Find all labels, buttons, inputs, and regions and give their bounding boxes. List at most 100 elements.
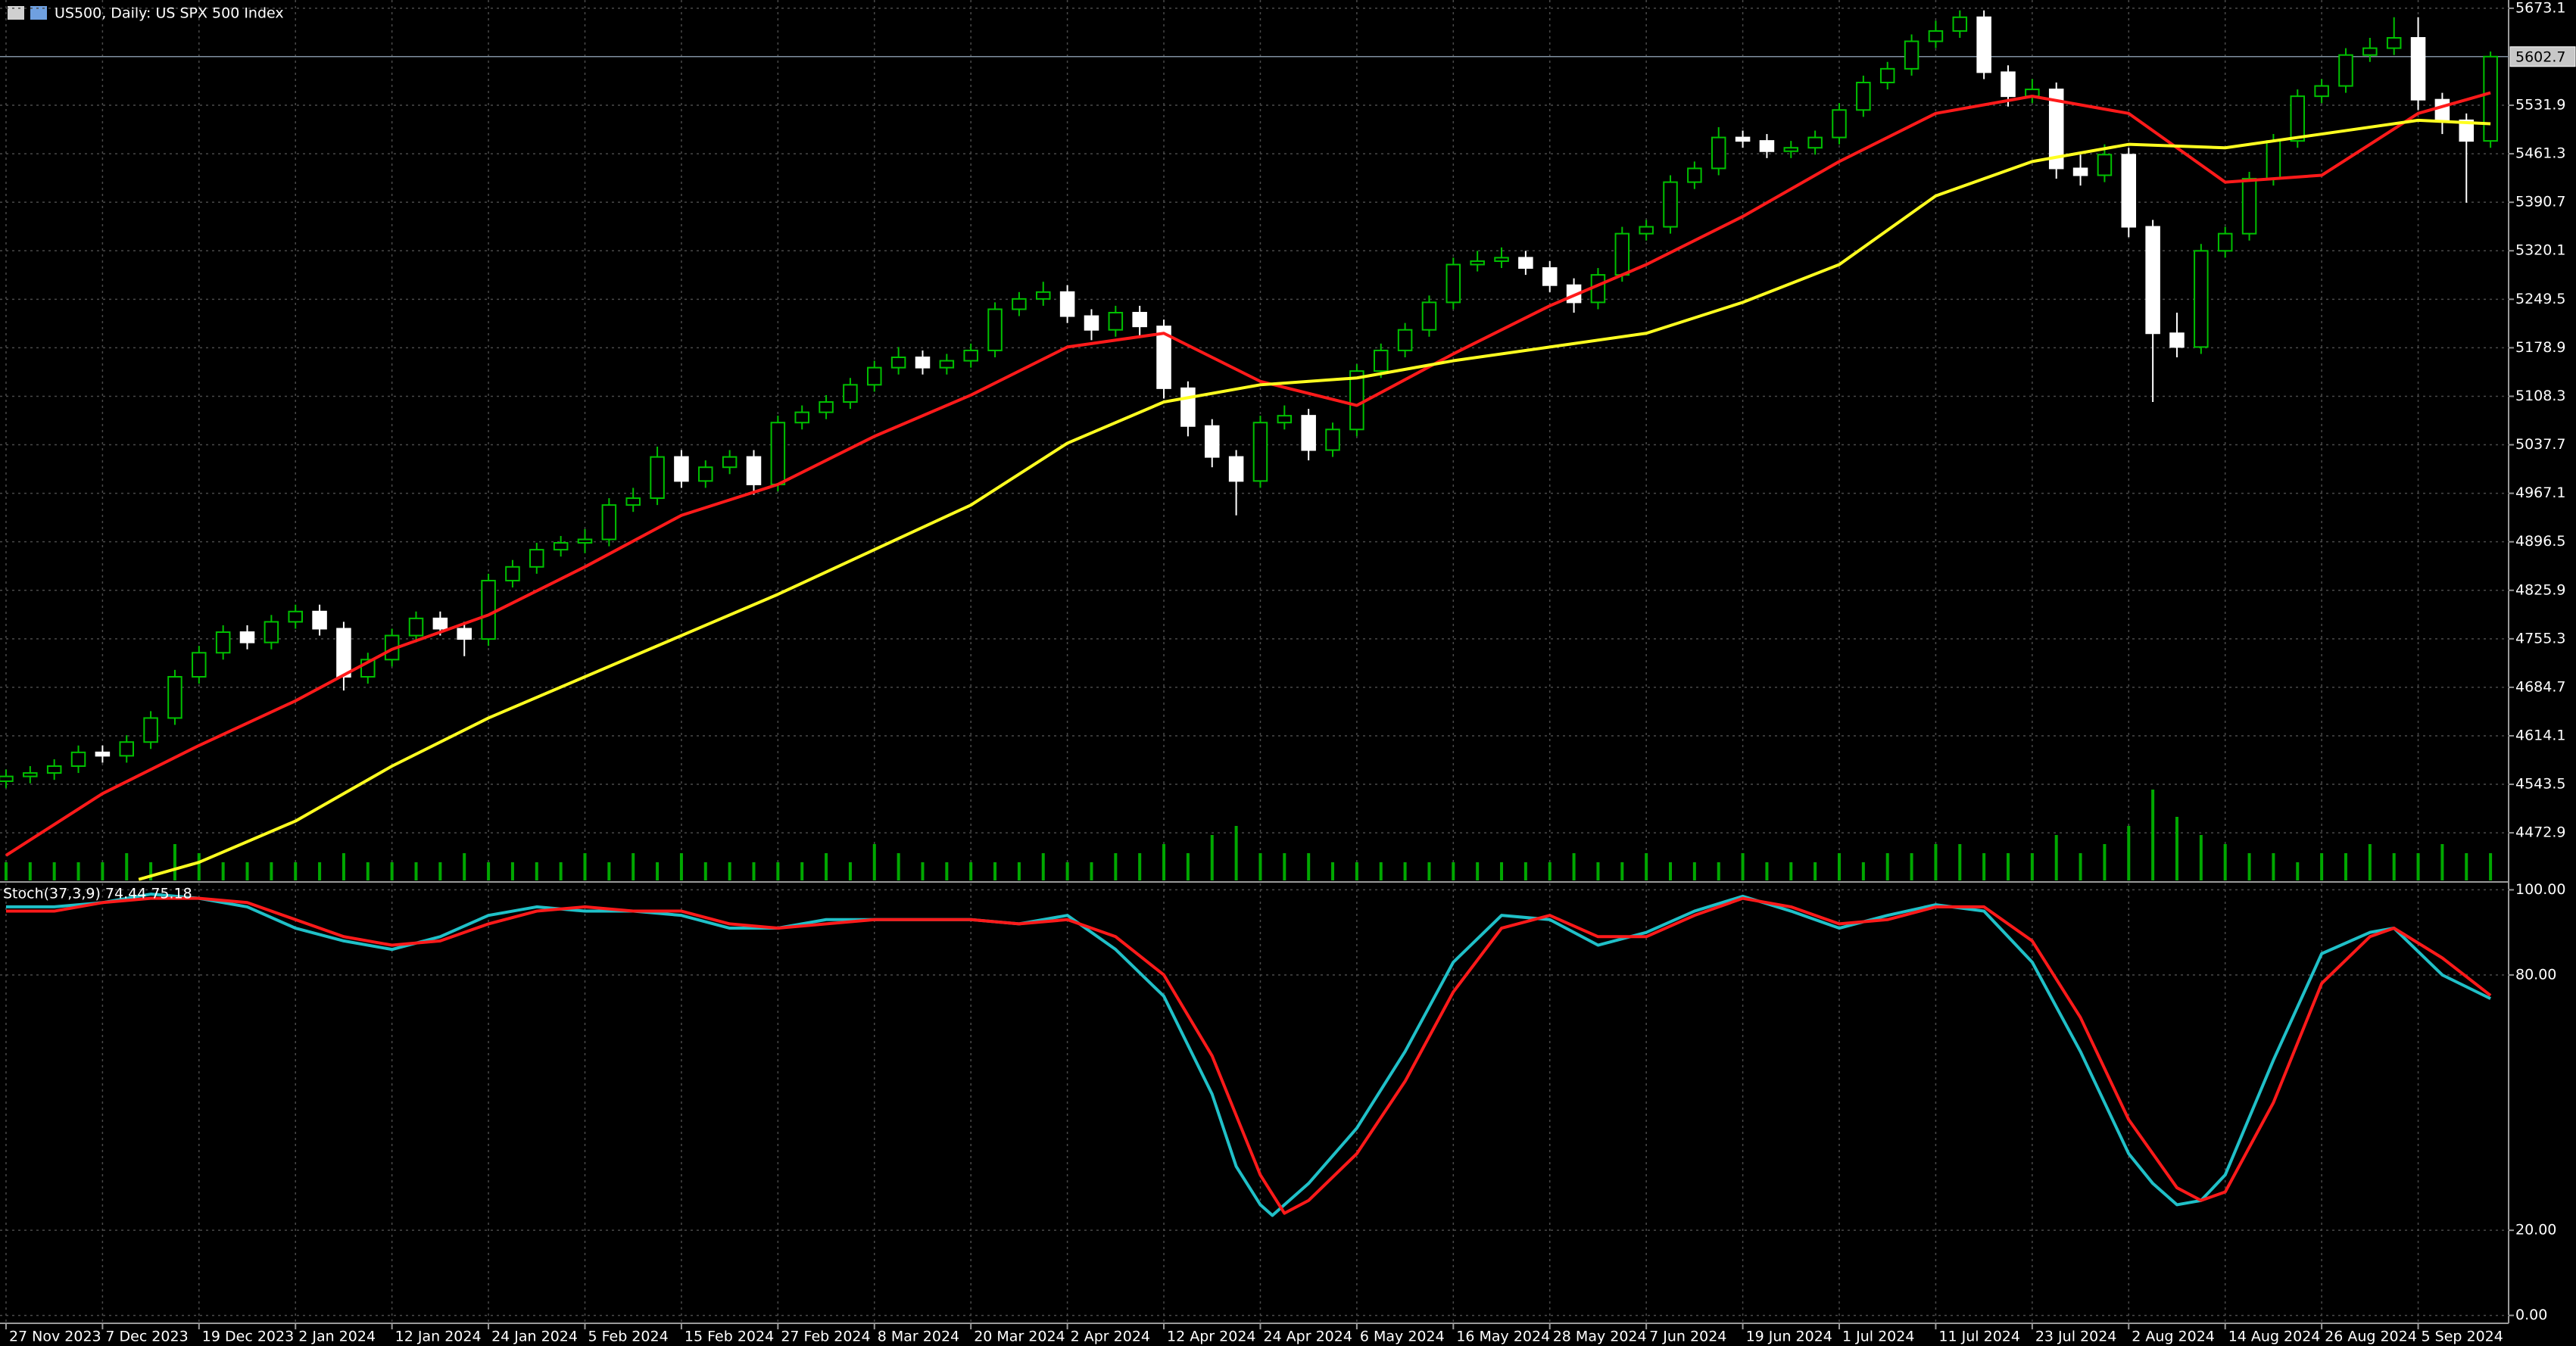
candle-body xyxy=(2169,332,2185,348)
volume-bar xyxy=(2272,853,2275,880)
candle-body xyxy=(192,652,207,678)
y-tick-label: 4472.9 xyxy=(2515,824,2565,841)
x-tick-label: 12 Apr 2024 xyxy=(1167,1329,1255,1345)
candle-body xyxy=(1759,140,1775,152)
y-tick-label: 5249.5 xyxy=(2515,291,2565,307)
volume-bar xyxy=(2054,835,2058,880)
candle-body xyxy=(722,456,738,469)
volume-bar xyxy=(945,862,949,880)
candle-body xyxy=(2048,89,2064,170)
candle-body xyxy=(457,628,472,640)
volume-bar xyxy=(632,853,635,880)
y-tick-label: 100.00 xyxy=(2515,881,2565,898)
x-tick-label: 7 Jun 2024 xyxy=(1649,1329,1726,1345)
candle-body xyxy=(674,456,689,482)
x-tick-label: 11 Jul 2024 xyxy=(1938,1329,2020,1345)
volume-bar xyxy=(463,853,466,880)
candle-body xyxy=(1349,370,1364,431)
x-tick-label: 27 Feb 2024 xyxy=(781,1329,870,1345)
volume-bar xyxy=(390,862,394,880)
candle-body xyxy=(2314,85,2329,98)
candle-body xyxy=(1735,136,1751,142)
volume-bar xyxy=(1331,862,1335,880)
y-tick-label: 4896.5 xyxy=(2515,533,2565,550)
current-price-box xyxy=(2509,46,2576,67)
volume-bar xyxy=(173,844,176,880)
candle-body xyxy=(215,631,231,654)
volume-bar xyxy=(1717,862,1720,880)
x-tick-label: 20 Mar 2024 xyxy=(974,1329,1065,1345)
candle-body xyxy=(1494,257,1509,262)
x-tick-label: 2 Apr 2024 xyxy=(1071,1329,1150,1345)
volume-bar xyxy=(341,853,345,880)
volume-bar xyxy=(76,862,80,880)
candle-body xyxy=(2121,154,2137,228)
volume-bar xyxy=(52,862,56,880)
volume-bar xyxy=(510,862,514,880)
volume-bar xyxy=(1596,862,1600,880)
candle-body xyxy=(2097,154,2113,176)
candle-body xyxy=(1180,387,1196,427)
x-tick-label: 2 Aug 2024 xyxy=(2132,1329,2215,1345)
y-tick-label: 4967.1 xyxy=(2515,484,2565,501)
candle-body xyxy=(890,357,906,369)
volume-bar xyxy=(535,862,538,880)
candle-body xyxy=(2194,250,2209,348)
candle-body xyxy=(1421,301,1437,331)
volume-bar xyxy=(2440,844,2444,880)
volume-bar xyxy=(197,853,201,880)
y-tick-label: 20.00 xyxy=(2515,1222,2556,1239)
volume-bar xyxy=(245,862,249,880)
x-tick-label: 26 Aug 2024 xyxy=(2325,1329,2417,1345)
volume-bar xyxy=(2320,853,2324,880)
volume-bar xyxy=(1982,853,1986,880)
candle-body xyxy=(70,751,86,767)
x-tick-label: 14 Aug 2024 xyxy=(2228,1329,2321,1345)
candle-body xyxy=(481,579,496,640)
volume-bar xyxy=(2151,790,2155,880)
x-tick-label: 24 Apr 2024 xyxy=(1263,1329,1352,1345)
volume-bar xyxy=(2344,853,2347,880)
volume-bar xyxy=(1041,853,1045,880)
volume-bar xyxy=(656,862,660,880)
candle-body xyxy=(143,717,158,743)
x-tick-label: 16 May 2024 xyxy=(1456,1329,1550,1345)
candle-body xyxy=(288,610,303,623)
volume-bar xyxy=(825,853,828,880)
candle-body xyxy=(1059,291,1075,317)
y-tick-label: 5108.3 xyxy=(2515,388,2565,404)
volume-bar xyxy=(1210,835,1214,880)
x-tick-label: 12 Jan 2024 xyxy=(395,1329,482,1345)
x-tick-label: 2 Jan 2024 xyxy=(298,1329,376,1345)
volume-bar xyxy=(1186,853,1190,880)
candle-body xyxy=(698,466,713,482)
candle-body xyxy=(1542,267,1558,286)
volume-bar xyxy=(294,862,298,880)
volume-bar xyxy=(1452,862,1455,880)
volume-bar xyxy=(1789,862,1793,880)
candle-body xyxy=(2338,54,2353,87)
indicator-title: Stoch(37,3,9) 74.44 75.18 xyxy=(3,886,192,902)
x-tick-label: 8 Mar 2024 xyxy=(878,1329,959,1345)
volume-bar xyxy=(2006,853,2010,880)
candle-body xyxy=(2145,226,2160,335)
candle-body xyxy=(1156,326,1171,389)
x-tick-label: 27 Nov 2023 xyxy=(9,1329,101,1345)
candle-body xyxy=(23,772,38,777)
volume-bar xyxy=(728,862,731,880)
candle-body xyxy=(819,400,834,413)
volume-bar xyxy=(270,862,273,880)
candle-body xyxy=(1976,16,1991,73)
volume-bar xyxy=(1162,844,1166,880)
candle-body xyxy=(2290,95,2306,142)
volume-bar xyxy=(2465,853,2468,880)
volume-bar xyxy=(1838,853,1842,880)
volume-bar xyxy=(703,862,707,880)
x-tick-label: 28 May 2024 xyxy=(1553,1329,1647,1345)
volume-bar xyxy=(1307,853,1311,880)
volume-bar xyxy=(2416,853,2420,880)
volume-bar xyxy=(897,853,900,880)
candle-body xyxy=(2241,178,2257,235)
candle-body xyxy=(1904,40,1920,70)
